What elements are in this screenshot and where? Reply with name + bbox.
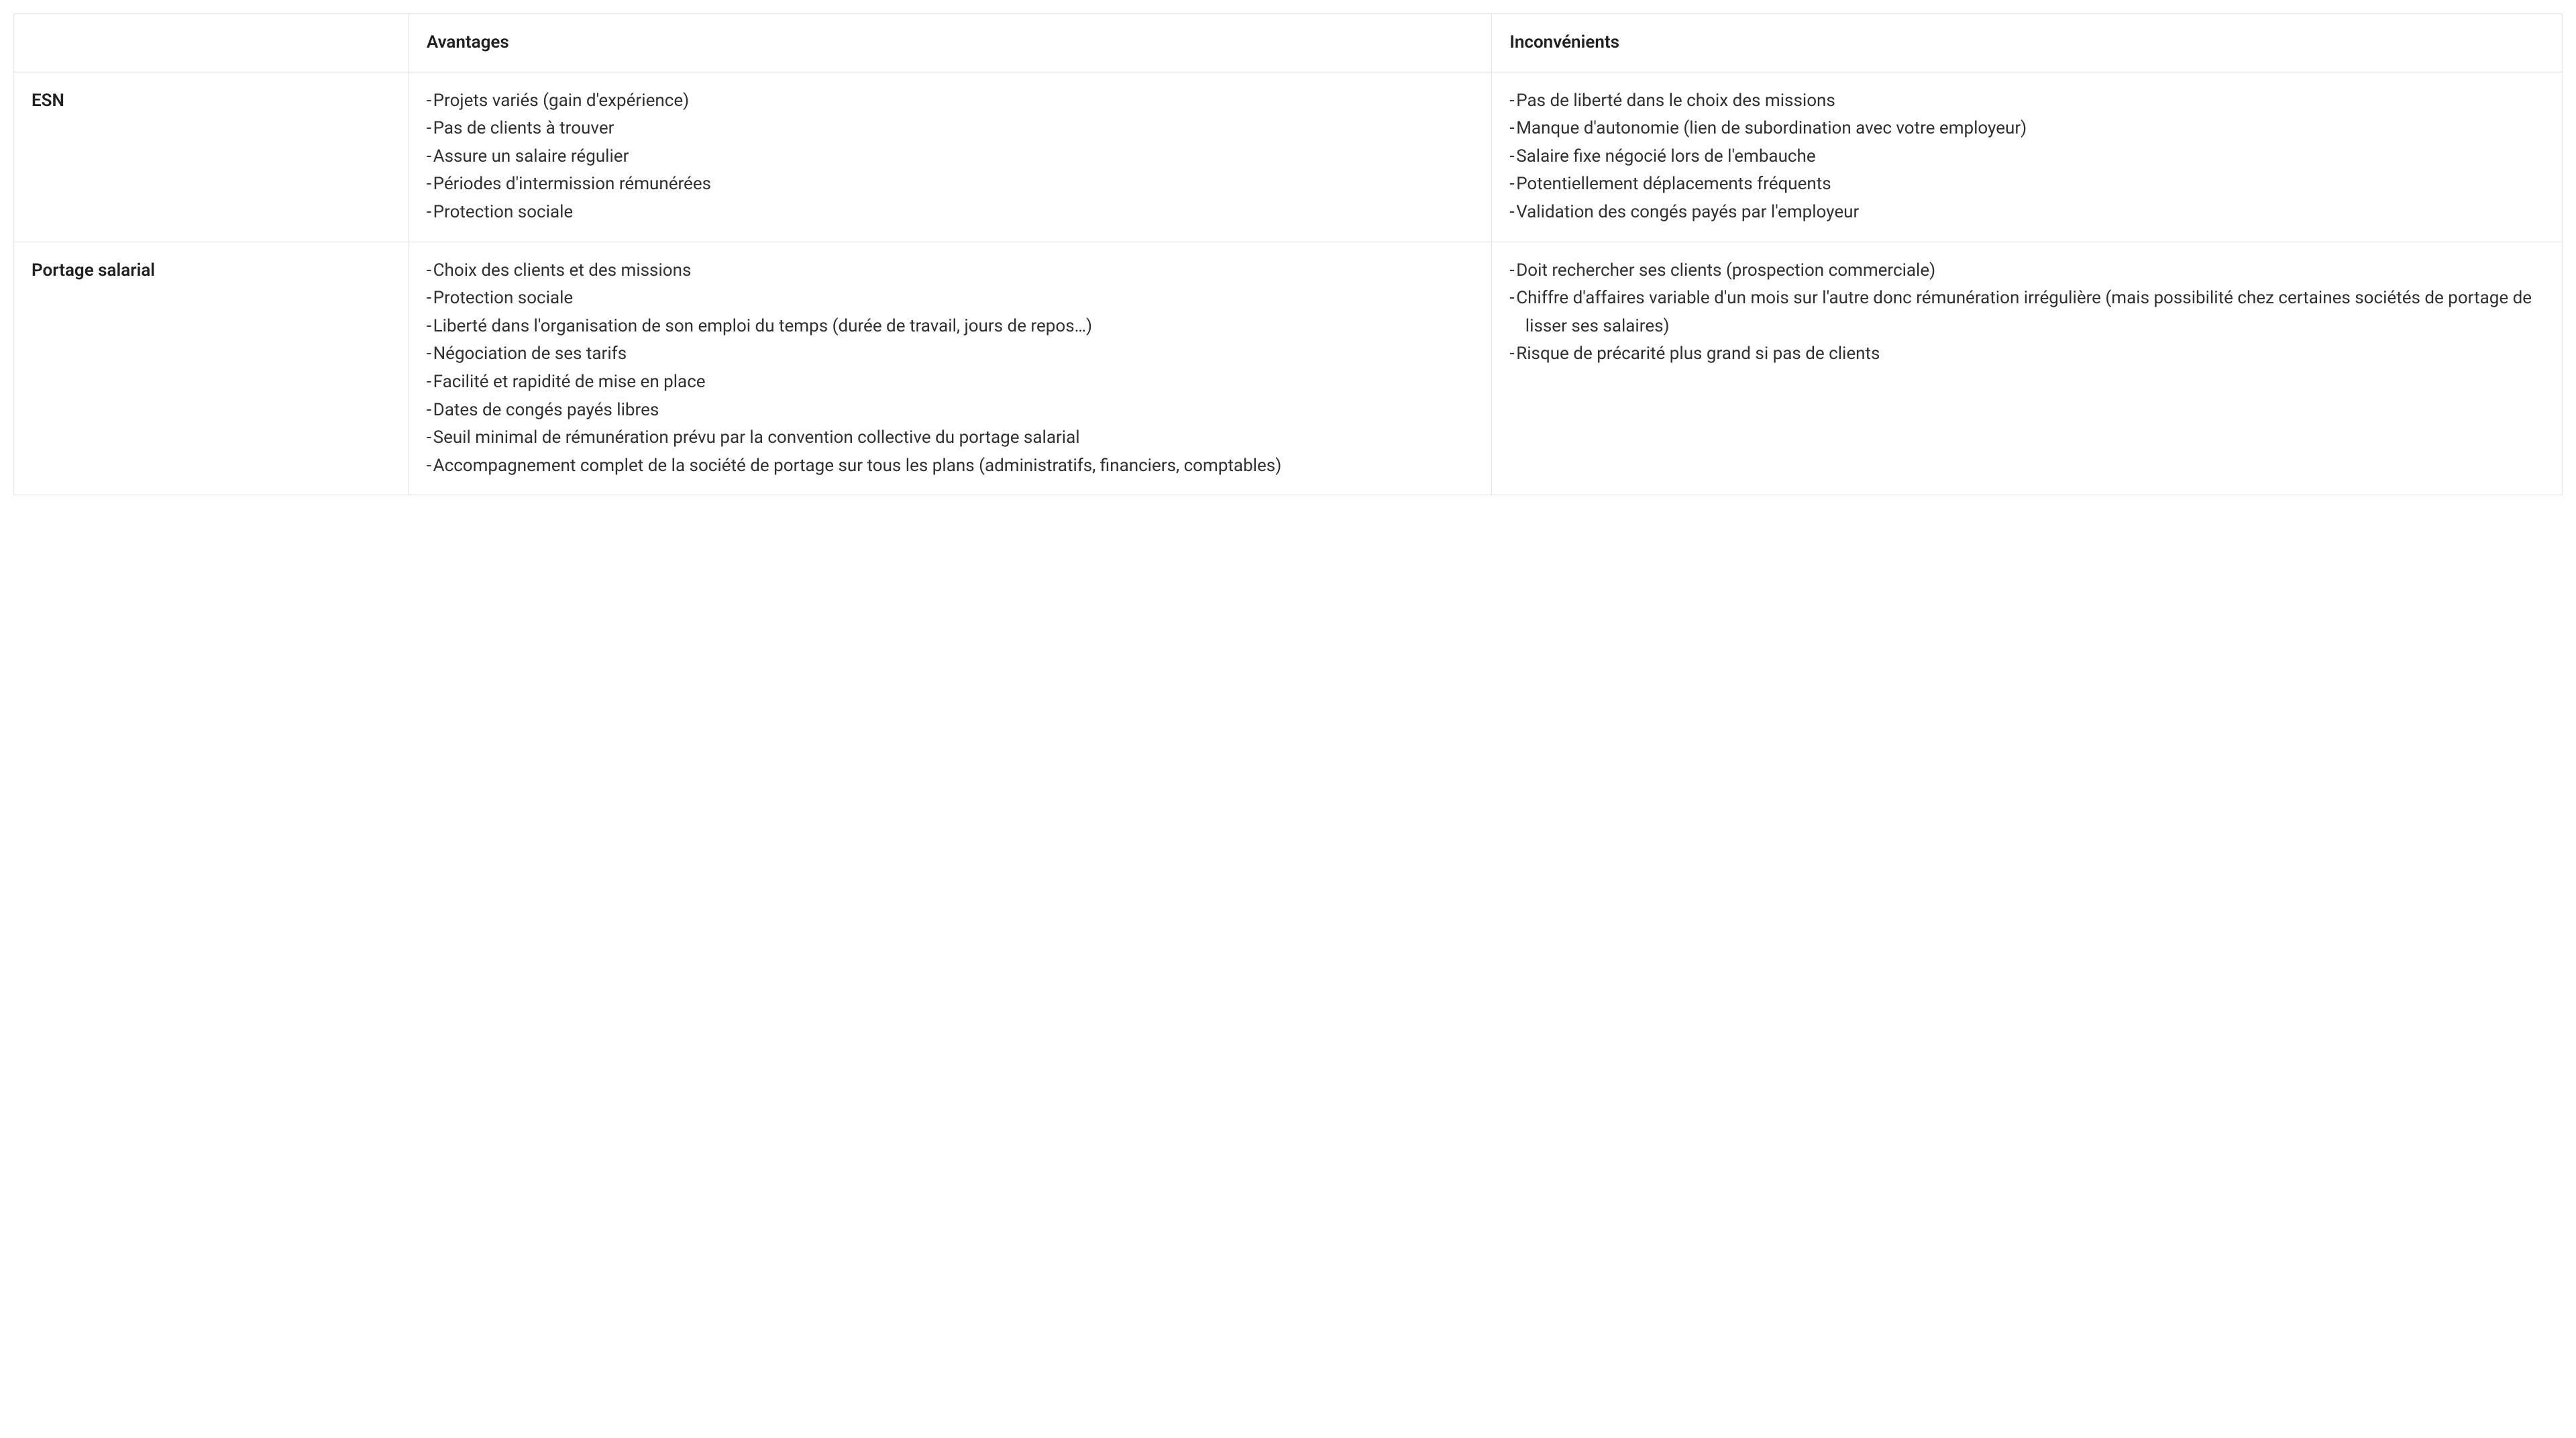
comparison-table: Avantages Inconvénients ESNProjets varié… (13, 13, 2563, 495)
list-item: Potentiellement déplacements fréquents (1509, 170, 2544, 199)
list-item: Pas de clients à trouver (427, 115, 1474, 143)
inconvenients-cell: Doit rechercher ses clients (prospection… (1492, 242, 2563, 495)
list-item: Protection sociale (427, 199, 1474, 227)
avantages-cell: Choix des clients et des missionsProtect… (409, 242, 1492, 495)
list-item: Liberté dans l'organisation de son emplo… (427, 313, 1474, 341)
table-body: ESNProjets variés (gain d'expérience)Pas… (14, 72, 2563, 495)
list-item: Manque d'autonomie (lien de subordinatio… (1509, 115, 2544, 143)
list-item: Seuil minimal de rémunération prévu par … (427, 424, 1474, 452)
inconvenients-list: Doit rechercher ses clients (prospection… (1509, 257, 2544, 368)
list-item: Projets variés (gain d'expérience) (427, 87, 1474, 115)
list-item: Validation des congés payés par l'employ… (1509, 199, 2544, 227)
avantages-list: Choix des clients et des missionsProtect… (427, 257, 1474, 480)
row-label: Portage salarial (14, 242, 409, 495)
list-item: Chiffre d'affaires variable d'un mois su… (1509, 285, 2544, 340)
avantages-cell: Projets variés (gain d'expérience)Pas de… (409, 72, 1492, 242)
inconvenients-cell: Pas de liberté dans le choix des mission… (1492, 72, 2563, 242)
header-avantages: Avantages (409, 14, 1492, 72)
header-empty (14, 14, 409, 72)
avantages-list: Projets variés (gain d'expérience)Pas de… (427, 87, 1474, 227)
list-item: Protection sociale (427, 285, 1474, 313)
list-item: Doit rechercher ses clients (prospection… (1509, 257, 2544, 285)
list-item: Négociation de ses tarifs (427, 340, 1474, 368)
row-label: ESN (14, 72, 409, 242)
list-item: Salaire fixe négocié lors de l'embauche (1509, 143, 2544, 171)
list-item: Assure un salaire régulier (427, 143, 1474, 171)
list-item: Dates de congés payés libres (427, 397, 1474, 425)
list-item: Accompagnement complet de la société de … (427, 452, 1474, 480)
table-row: ESNProjets variés (gain d'expérience)Pas… (14, 72, 2563, 242)
inconvenients-list: Pas de liberté dans le choix des mission… (1509, 87, 2544, 227)
table-row: Portage salarialChoix des clients et des… (14, 242, 2563, 495)
list-item: Pas de liberté dans le choix des mission… (1509, 87, 2544, 115)
list-item: Choix des clients et des missions (427, 257, 1474, 285)
list-item: Facilité et rapidité de mise en place (427, 368, 1474, 397)
header-inconvenients: Inconvénients (1492, 14, 2563, 72)
list-item: Périodes d'intermission rémunérées (427, 170, 1474, 199)
list-item: Risque de précarité plus grand si pas de… (1509, 340, 2544, 368)
table-header-row: Avantages Inconvénients (14, 14, 2563, 72)
